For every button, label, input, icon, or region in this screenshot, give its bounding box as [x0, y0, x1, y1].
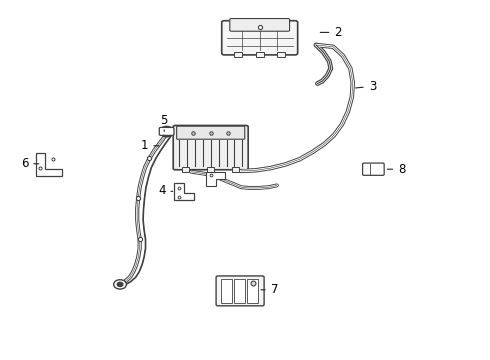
Circle shape — [160, 126, 173, 136]
Circle shape — [114, 280, 126, 289]
FancyBboxPatch shape — [216, 276, 264, 306]
FancyBboxPatch shape — [176, 126, 245, 139]
Text: 8: 8 — [388, 163, 406, 176]
FancyBboxPatch shape — [159, 127, 174, 135]
Polygon shape — [36, 153, 63, 176]
FancyBboxPatch shape — [232, 167, 239, 172]
FancyBboxPatch shape — [363, 163, 384, 175]
Text: 3: 3 — [356, 80, 376, 93]
FancyBboxPatch shape — [221, 21, 298, 55]
Text: 2: 2 — [320, 26, 342, 39]
FancyBboxPatch shape — [173, 126, 248, 170]
Circle shape — [160, 127, 173, 137]
FancyBboxPatch shape — [234, 52, 243, 57]
FancyBboxPatch shape — [256, 52, 264, 57]
FancyBboxPatch shape — [230, 18, 290, 31]
FancyBboxPatch shape — [246, 279, 258, 302]
Text: 4: 4 — [158, 184, 172, 197]
Polygon shape — [174, 183, 194, 200]
Circle shape — [117, 282, 123, 287]
Polygon shape — [206, 172, 225, 186]
FancyBboxPatch shape — [277, 52, 285, 57]
FancyBboxPatch shape — [220, 279, 232, 302]
FancyBboxPatch shape — [207, 167, 214, 172]
Text: 1: 1 — [141, 139, 159, 152]
Text: 6: 6 — [21, 157, 39, 170]
Circle shape — [164, 130, 170, 134]
Text: 5: 5 — [160, 114, 168, 131]
FancyBboxPatch shape — [182, 167, 189, 172]
Text: 7: 7 — [261, 283, 278, 296]
FancyBboxPatch shape — [234, 279, 245, 302]
Circle shape — [164, 129, 170, 134]
